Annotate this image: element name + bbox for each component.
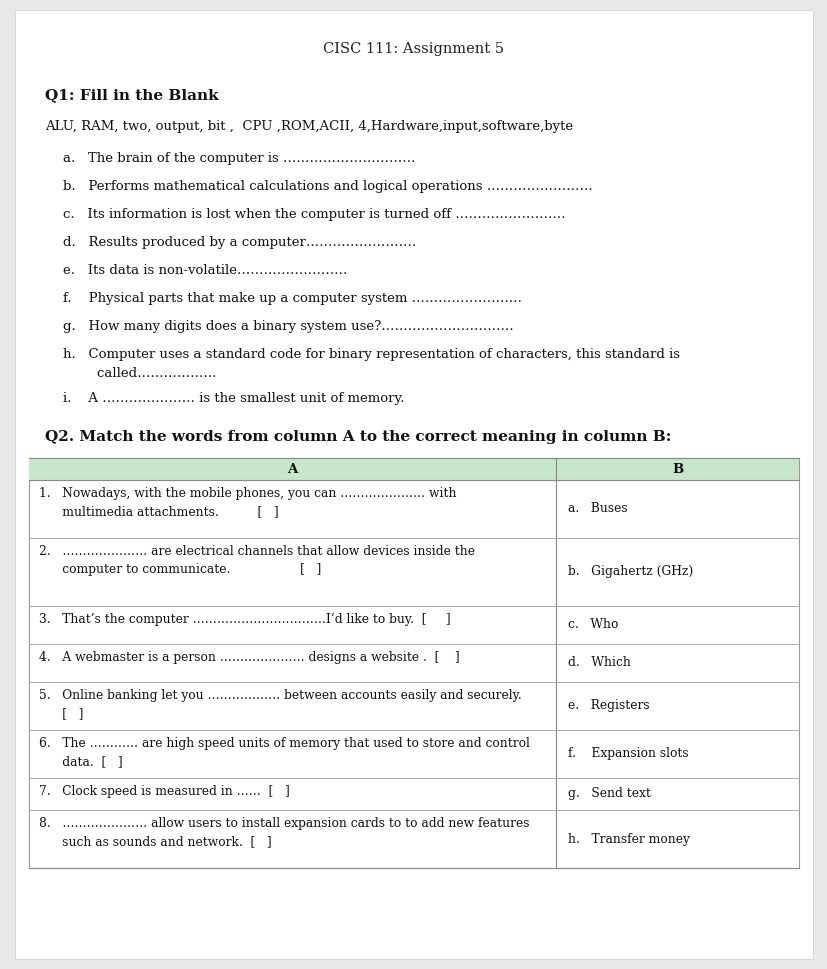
Bar — [29, 458, 798, 868]
Text: B: B — [671, 462, 682, 476]
Text: c.   Who: c. Who — [567, 618, 618, 632]
Text: Q1: Fill in the Blank: Q1: Fill in the Blank — [45, 88, 218, 102]
Text: 7.   Clock speed is measured in ……  [   ]: 7. Clock speed is measured in …… [ ] — [39, 785, 289, 798]
Text: i.    A ………………… is the smallest unit of memory.: i. A ………………… is the smallest unit of mem… — [63, 392, 404, 405]
Text: a.   The brain of the computer is …………………………: a. The brain of the computer is ……………………… — [63, 152, 415, 165]
Text: a.   Buses: a. Buses — [567, 503, 627, 516]
Text: e.   Its data is non-volatile…………………….: e. Its data is non-volatile……………………. — [63, 264, 347, 277]
Text: g.   How many digits does a binary system use?…………………………: g. How many digits does a binary system … — [63, 320, 513, 333]
Text: 1.   Nowadays, with the mobile phones, you can ………………… with
      multimedia att: 1. Nowadays, with the mobile phones, you… — [39, 487, 456, 518]
Text: A: A — [287, 462, 297, 476]
Text: 8.   ………………… allow users to install expansion cards to to add new features
     : 8. ………………… allow users to install expans… — [39, 817, 528, 848]
Text: d.   Results produced by a computer…………………….: d. Results produced by a computer…………………… — [63, 236, 416, 249]
Text: 3.   That’s the computer ……………………………I’d like to buy.  [     ]: 3. That’s the computer ……………………………I’d li… — [39, 613, 450, 626]
Text: f.    Physical parts that make up a computer system …………………….: f. Physical parts that make up a compute… — [63, 292, 521, 305]
Text: b.   Performs mathematical calculations and logical operations ……………………: b. Performs mathematical calculations an… — [63, 180, 592, 193]
Text: 2.   ………………… are electrical channels that allow devices inside the
      compute: 2. ………………… are electrical channels that … — [39, 545, 475, 576]
Text: h.   Transfer money: h. Transfer money — [567, 832, 689, 846]
Bar — [29, 458, 798, 480]
Text: f.    Expansion slots: f. Expansion slots — [567, 747, 688, 761]
Text: Q2. Match the words from column A to the correct meaning in column B:: Q2. Match the words from column A to the… — [45, 430, 671, 444]
Text: d.   Which: d. Which — [567, 657, 630, 670]
Text: e.   Registers: e. Registers — [567, 700, 649, 712]
Text: 6.   The ………… are high speed units of memory that used to store and control
    : 6. The ………… are high speed units of memo… — [39, 737, 529, 768]
Text: h.   Computer uses a standard code for binary representation of characters, this: h. Computer uses a standard code for bin… — [63, 348, 679, 380]
Text: 4.   A webmaster is a person ………………… designs a website .  [    ]: 4. A webmaster is a person ………………… desig… — [39, 651, 459, 664]
Text: CISC 111: Assignment 5: CISC 111: Assignment 5 — [323, 42, 504, 56]
Text: g.   Send text: g. Send text — [567, 788, 650, 800]
Text: c.   Its information is lost when the computer is turned off …………………….: c. Its information is lost when the comp… — [63, 208, 565, 221]
Text: ALU, RAM, two, output, bit ,  CPU ,ROM,ACII, 4,Hardware,input,software,byte: ALU, RAM, two, output, bit , CPU ,ROM,AC… — [45, 120, 572, 133]
Text: b.   Gigahertz (GHz): b. Gigahertz (GHz) — [567, 566, 692, 578]
Text: 5.   Online banking let you ……………… between accounts easily and securely.
      [: 5. Online banking let you ……………… between… — [39, 689, 521, 720]
